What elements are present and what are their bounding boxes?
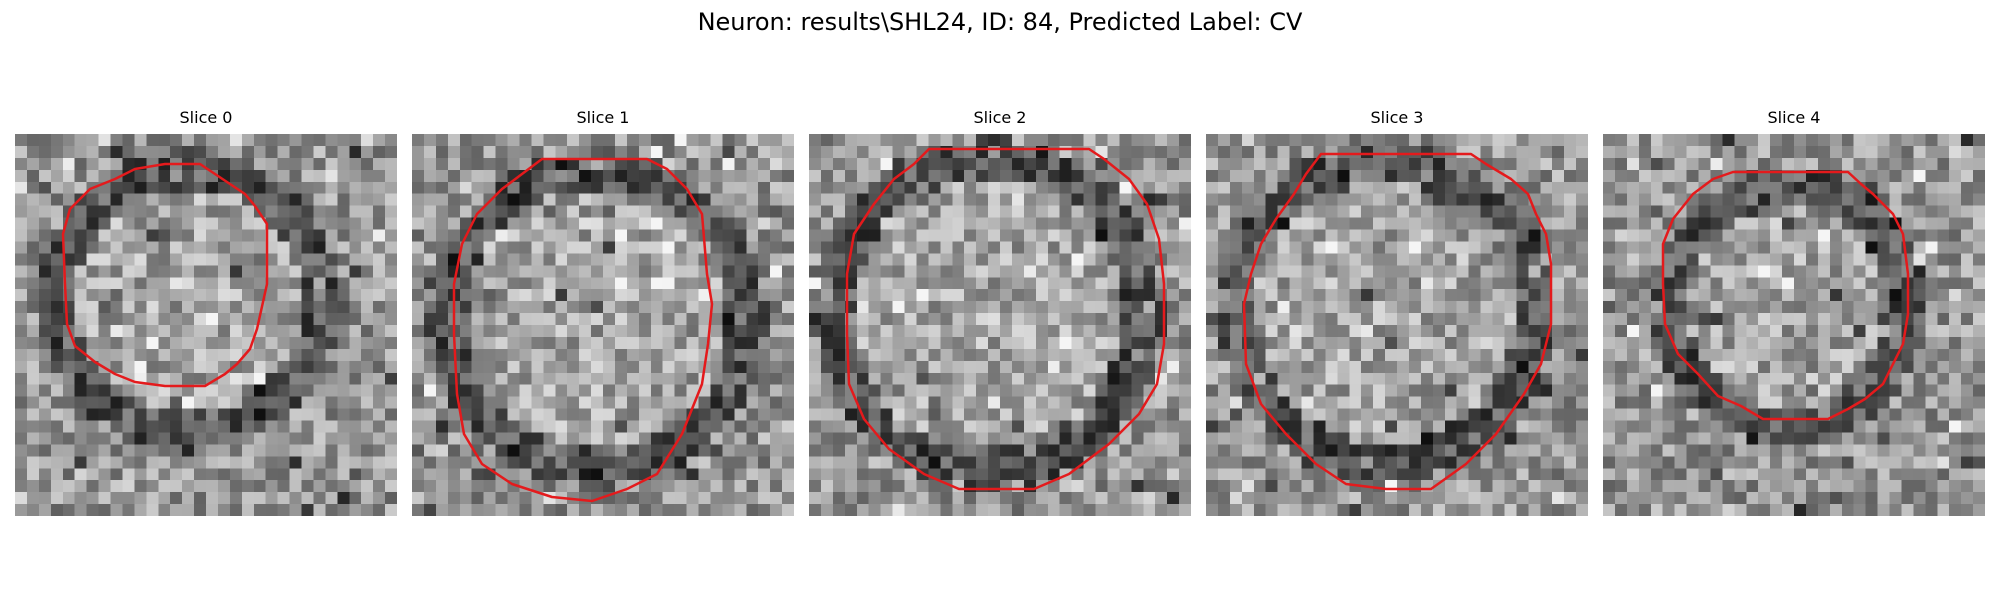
segmentation-outline bbox=[452, 157, 714, 503]
slice-pixels bbox=[1603, 134, 1985, 516]
slice-image-0 bbox=[15, 134, 397, 516]
segmentation-outline bbox=[1661, 170, 1910, 421]
slice-title: Slice 4 bbox=[1767, 108, 1821, 127]
slice-pixels bbox=[1206, 134, 1588, 516]
slice-title: Slice 2 bbox=[973, 108, 1027, 127]
segmentation-outline bbox=[1242, 152, 1553, 491]
slice-title: Slice 3 bbox=[1370, 108, 1424, 127]
segmentation-outline bbox=[845, 147, 1166, 491]
figure-title: Neuron: results\SHL24, ID: 84, Predicted… bbox=[697, 8, 1303, 36]
slice-panel-2: Slice 2 bbox=[809, 108, 1191, 516]
segmentation-outline bbox=[61, 162, 269, 388]
slice-pixels bbox=[809, 134, 1191, 516]
slice-image-2 bbox=[809, 134, 1191, 516]
slice-pixels bbox=[412, 134, 794, 516]
slice-image-1 bbox=[412, 134, 794, 516]
slice-panel-3: Slice 3 bbox=[1206, 108, 1588, 516]
slice-title: Slice 1 bbox=[576, 108, 630, 127]
slice-image-4 bbox=[1603, 134, 1985, 516]
slice-panel-0: Slice 0 bbox=[15, 108, 397, 516]
slice-panel-4: Slice 4 bbox=[1603, 108, 1985, 516]
slice-title: Slice 0 bbox=[179, 108, 233, 127]
slice-pixels bbox=[15, 134, 397, 516]
slice-panel-1: Slice 1 bbox=[412, 108, 794, 516]
slice-image-3 bbox=[1206, 134, 1588, 516]
